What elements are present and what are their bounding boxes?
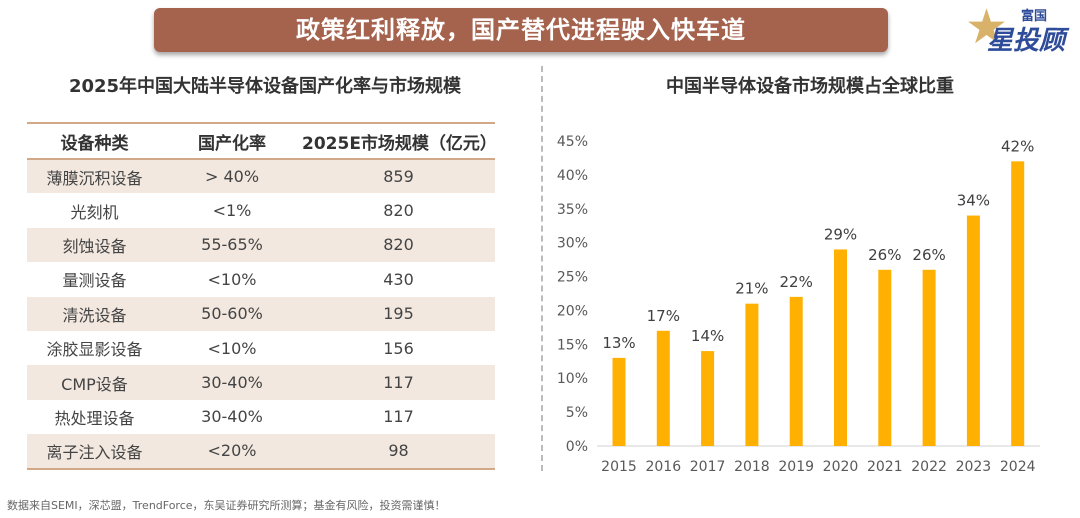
y-tick-label: 30% [557,236,588,252]
y-tick-label: 40% [557,168,588,184]
data-label: 13% [602,334,635,352]
table-cell: CMP设备 [27,365,162,400]
table-cell: 117 [383,407,414,427]
bar-2015 [612,357,626,446]
bar-2016 [656,330,670,446]
data-label: 14% [691,327,724,345]
bar-2019 [789,296,803,446]
table-cell: 195 [302,296,495,331]
table-cell: 30-40% [162,365,302,400]
table-row: 离子注入设备 <20% 98 [27,434,495,469]
x-tick-label: 2017 [690,459,726,475]
footer-note: 数据来自SEMI，深芯盟，TrendForce，东吴证券研究所测算；基金有风险，… [7,499,446,512]
table-row: 热处理设备 30-40% 117 [27,400,495,434]
y-tick-label: 15% [557,337,588,353]
logo-text-main: 星投顾 [987,26,1066,56]
table-row: 光刻机 <1% 820 [27,193,495,227]
table-row: CMP设备 30-40% 117 [27,365,495,400]
x-tick-label: 2021 [867,459,903,475]
chart-title: 中国半导体设备市场规模占全球比重 [666,76,954,97]
y-tick-label: 35% [557,202,588,218]
table-row: 清洗设备 50-60% 195 [27,296,495,331]
bar-2024 [1011,161,1025,447]
table-cell: 离子注入设备 [27,434,162,469]
table-cell: 量测设备 [62,271,127,291]
x-tick-label: 2016 [645,459,681,475]
data-label: 22% [780,273,813,291]
column-header: 2025E市场规模（亿元） [302,123,497,160]
table-row: 量测设备 <10% 430 [27,262,495,296]
y-tick-label: 20% [557,303,588,319]
table-cell: <10% [207,269,257,289]
table-cell: 55-65% [162,227,302,263]
table-cell: 薄膜沉积设备 [27,159,162,194]
equipment-table: 设备种类 国产化率 2025E市场规模（亿元） 薄膜沉积设备 > 40% 859 光刻… [27,122,497,470]
table-cell: 热处理设备 [54,408,135,428]
data-label: 26% [912,246,945,264]
table-cell: <10% [207,338,257,358]
brand-logo: ★ 富国 星投顾 [965,0,1075,56]
bar-chart: 0% 5% 10% 15% 20% 25% 30% 35% 40% 45% 13% 2015 17% 20… [557,134,1040,475]
bar-2020 [834,249,847,446]
x-tick-label: 2024 [1000,459,1036,475]
table-row: 刻蚀设备 55-65% 820 [27,227,495,263]
table-cell: 859 [302,159,495,194]
y-tick-label: 5% [566,405,588,421]
table-row: 薄膜沉积设备 > 40% 859 [27,159,495,194]
table-cell: 刻蚀设备 [27,227,162,263]
table-cell: 光刻机 [70,202,119,222]
table-cell: 涂胶显影设备 [46,340,143,360]
banner-title: 政策红利释放，国产替代进程驶入快车道 [154,8,888,52]
x-tick-label: 2020 [823,459,859,475]
bar-2017 [701,351,715,446]
data-label: 34% [957,192,990,210]
bar-2018 [745,303,759,446]
table-header-row: 设备种类 国产化率 2025E市场规模（亿元） [27,123,497,160]
table-cell: > 40% [162,159,302,194]
star-icon: ★ [965,0,1009,55]
table-row: 涂胶显影设备 <10% 156 [27,331,495,365]
table-cell: 156 [383,338,414,358]
data-label: 21% [735,280,768,298]
x-tick-label: 2015 [601,459,637,475]
y-tick-label: 10% [557,371,588,387]
table-title: 2025年中国大陆半导体设备国产化率与市场规模 [68,76,462,97]
x-tick-label: 2022 [911,459,947,475]
data-label: 29% [824,225,857,243]
table-cell: 820 [302,227,495,263]
table-cell: 98 [302,434,495,469]
table-cell: 820 [383,201,414,221]
logo-text-top: 富国 [1021,9,1048,24]
bar-2022 [922,269,936,446]
data-label: 42% [1001,137,1034,155]
x-tick-label: 2019 [778,459,814,475]
column-header: 国产化率 [162,123,302,160]
table-cell: 50-60% [162,296,302,331]
table-cell: 清洗设备 [27,296,162,331]
table-cell: <1% [212,201,252,221]
y-tick-label: 45% [557,134,588,150]
bar-2021 [878,269,892,446]
y-tick-label: 25% [557,270,588,286]
table-cell: <20% [162,434,302,469]
x-tick-label: 2018 [734,459,770,475]
y-tick-label: 0% [566,439,588,455]
table-cell: 117 [302,365,495,400]
table-cell: 430 [383,269,414,289]
column-header: 设备种类 [27,123,162,160]
data-label: 26% [868,246,901,264]
data-label: 17% [647,307,680,325]
divider [541,66,543,471]
bar-2023 [966,215,980,446]
table-cell: 30-40% [201,407,263,427]
x-tick-label: 2023 [956,459,992,475]
